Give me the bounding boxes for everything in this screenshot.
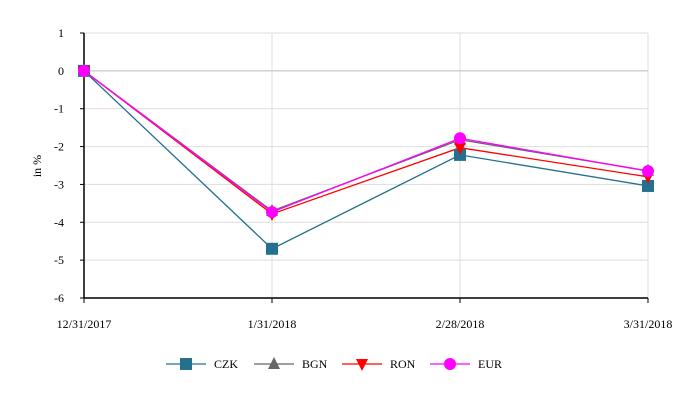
y-tick-label: -5 (54, 253, 64, 267)
data-point-eur (78, 64, 90, 77)
axes: 1 0 -1 -2 -3 -4 -5 -6 12/31/2017 1/31/2018 2/28/20… (54, 26, 672, 331)
data-point-eur (266, 206, 278, 219)
y-tick-label: -3 (54, 177, 64, 191)
y-axis-label: in % (30, 155, 44, 177)
data-point-czk (266, 242, 278, 255)
y-tick-label: 0 (58, 64, 64, 78)
legend-marker-czk (180, 358, 192, 370)
x-tick-label: 1/31/2018 (248, 317, 297, 331)
y-tick-label: -2 (54, 140, 64, 154)
legend-marker-eur (444, 358, 456, 370)
data-point-eur (642, 165, 654, 178)
legend-marker-bgn (268, 357, 280, 369)
series-line-eur (83, 70, 649, 213)
y-tick-label: -4 (54, 215, 64, 229)
legend-label-eur: EUR (478, 357, 502, 371)
legend-marker-ron (356, 359, 368, 371)
x-tick-label: 12/31/2017 (57, 317, 112, 331)
x-tick-label: 2/28/2018 (436, 317, 485, 331)
gridlines (84, 32, 649, 299)
series-line-czk (83, 70, 649, 250)
legend-label-czk: CZK (214, 357, 238, 371)
data-point-eur (454, 132, 466, 145)
legend-label-bgn: BGN (302, 357, 328, 371)
data-point-czk (642, 179, 654, 192)
y-tick-label: -6 (54, 291, 64, 305)
y-tick-label: 1 (58, 26, 64, 40)
series-line-bgn (83, 70, 649, 212)
legend: CZK BGN RON EUR (166, 357, 502, 371)
data-point-ron (454, 142, 466, 155)
series-line-ron (83, 70, 649, 215)
data-point-czk (454, 148, 466, 161)
legend-label-ron: RON (390, 357, 416, 371)
series-group (78, 63, 654, 255)
y-tick-label: -1 (54, 102, 64, 116)
x-tick-label: 3/31/2018 (624, 317, 673, 331)
